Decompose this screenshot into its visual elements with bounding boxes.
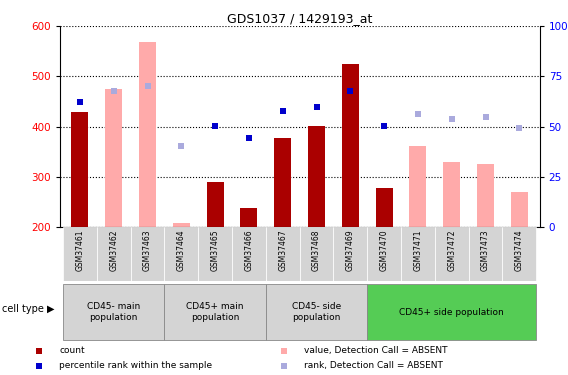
Bar — [503, 227, 536, 281]
Text: CD45+ side population: CD45+ side population — [399, 308, 504, 316]
Text: CD45- main
population: CD45- main population — [87, 302, 140, 322]
Bar — [164, 227, 198, 281]
Bar — [435, 227, 469, 281]
Bar — [232, 227, 266, 281]
Bar — [300, 227, 333, 281]
Bar — [469, 227, 503, 281]
Text: GSM37465: GSM37465 — [211, 230, 220, 271]
Text: GSM37472: GSM37472 — [447, 230, 456, 271]
Text: GSM37468: GSM37468 — [312, 230, 321, 271]
Text: count: count — [59, 346, 85, 355]
Bar — [367, 284, 536, 340]
Text: GSM37464: GSM37464 — [177, 230, 186, 271]
Bar — [164, 284, 266, 340]
Text: GSM37461: GSM37461 — [76, 230, 85, 271]
Text: cell type ▶: cell type ▶ — [2, 304, 55, 314]
Bar — [173, 224, 190, 227]
Bar — [477, 164, 494, 227]
Text: GSM37462: GSM37462 — [109, 230, 118, 271]
Text: GSM37466: GSM37466 — [244, 230, 253, 271]
Bar — [240, 209, 257, 227]
Bar — [266, 227, 300, 281]
Bar — [131, 227, 164, 281]
Bar — [72, 111, 89, 227]
Text: GSM37469: GSM37469 — [346, 230, 355, 271]
Text: GSM37473: GSM37473 — [481, 230, 490, 271]
Bar — [207, 182, 224, 227]
Bar — [367, 227, 401, 281]
Text: percentile rank within the sample: percentile rank within the sample — [59, 361, 212, 370]
Bar — [401, 227, 435, 281]
Bar — [511, 192, 528, 227]
Text: rank, Detection Call = ABSENT: rank, Detection Call = ABSENT — [304, 361, 443, 370]
Text: CD45+ main
population: CD45+ main population — [186, 302, 244, 322]
Text: value, Detection Call = ABSENT: value, Detection Call = ABSENT — [304, 346, 448, 355]
Bar — [198, 227, 232, 281]
Text: GSM37474: GSM37474 — [515, 230, 524, 271]
Text: CD45- side
population: CD45- side population — [292, 302, 341, 322]
Bar — [274, 138, 291, 227]
Title: GDS1037 / 1429193_at: GDS1037 / 1429193_at — [227, 12, 372, 25]
Bar — [375, 188, 392, 227]
Bar — [443, 162, 460, 227]
Bar — [308, 126, 325, 227]
Text: GSM37470: GSM37470 — [379, 230, 389, 271]
Bar — [63, 227, 97, 281]
Bar — [105, 89, 122, 227]
Bar — [266, 284, 367, 340]
Text: GSM37467: GSM37467 — [278, 230, 287, 271]
Bar — [342, 64, 359, 227]
Bar — [410, 146, 427, 227]
Bar — [97, 227, 131, 281]
Bar — [139, 42, 156, 227]
Text: GSM37463: GSM37463 — [143, 230, 152, 271]
Text: GSM37471: GSM37471 — [414, 230, 423, 271]
Bar — [333, 227, 367, 281]
Bar — [63, 284, 164, 340]
